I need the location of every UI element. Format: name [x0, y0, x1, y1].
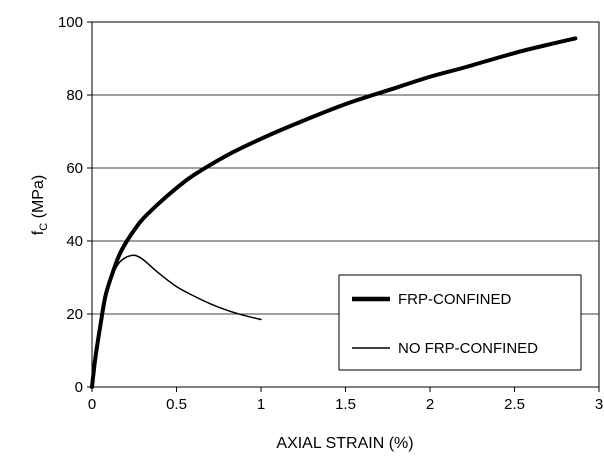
y-axis-label-unit: (MPa) [30, 175, 47, 223]
x-tick-label-2: 1 [257, 396, 265, 413]
y-tick-label-1: 20 [66, 306, 83, 323]
y-axis-label: fC (MPa) [30, 175, 50, 235]
x-tick-label-6: 3 [595, 396, 603, 413]
y-tick-label-5: 100 [58, 14, 83, 31]
legend-box [338, 274, 582, 371]
legend: FRP-CONFINED NO FRP-CONFINED [338, 274, 582, 371]
legend-label-frp-confined: FRP-CONFINED [398, 291, 511, 308]
y-tick-label-2: 40 [66, 233, 83, 250]
series-line-no-frp-confined [91, 254, 262, 388]
x-axis-label: AXIAL STRAIN (%) [276, 435, 413, 452]
x-tick-label-4: 2 [426, 396, 434, 413]
y-axis-label-subscript: C [38, 223, 50, 231]
y-axis-label-main: f [30, 230, 47, 235]
y-axis-ticks: 0 20 40 60 80 100 [58, 14, 92, 396]
x-axis-ticks: 0 0.5 1 1.5 2 2.5 3 [88, 387, 603, 413]
x-tick-label-3: 1.5 [335, 396, 356, 413]
series-layer [90, 36, 578, 389]
y-tick-label-3: 60 [66, 160, 83, 177]
y-tick-label-0: 0 [75, 379, 83, 396]
x-tick-label-0: 0 [88, 396, 96, 413]
x-tick-label-5: 2.5 [504, 396, 525, 413]
x-tick-label-1: 0.5 [166, 396, 187, 413]
y-tick-label-4: 80 [66, 87, 83, 104]
legend-label-no-frp-confined: NO FRP-CONFINED [398, 340, 538, 357]
